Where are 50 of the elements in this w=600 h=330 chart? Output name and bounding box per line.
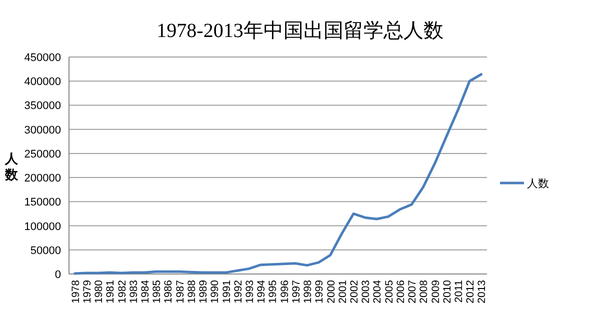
x-tick-label: 2007 xyxy=(406,280,419,304)
y-tick-label: 250000 xyxy=(24,148,61,160)
x-tick-label: 1988 xyxy=(186,280,198,304)
x-tick-label: 1992 xyxy=(232,280,244,304)
y-tick-label: 450000 xyxy=(24,52,61,64)
x-tick-label: 2000 xyxy=(325,280,338,304)
x-tick-label: 2009 xyxy=(430,280,442,304)
x-tick-label: 1987 xyxy=(174,280,186,304)
y-tick-label: 300000 xyxy=(24,124,61,136)
x-tick-label: 1980 xyxy=(93,280,106,304)
x-tick-label: 1979 xyxy=(81,280,94,304)
x-tick-label: 1986 xyxy=(162,280,175,304)
x-tick-label: 1994 xyxy=(256,280,268,304)
y-axis-title: 人数 xyxy=(4,151,19,182)
x-tick-label: 1998 xyxy=(302,280,314,304)
x-tick-label: 2004 xyxy=(372,280,384,304)
x-tick-label: 1981 xyxy=(104,280,117,304)
x-tick-label: 1989 xyxy=(198,280,210,304)
x-tick-label: 2006 xyxy=(394,280,407,304)
x-tick-label: 2002 xyxy=(348,280,360,304)
legend-label: 人数 xyxy=(527,178,549,190)
y-tick-label: 150000 xyxy=(24,196,61,209)
x-tick-label: 1985 xyxy=(151,280,164,304)
x-tick-label: 1978 xyxy=(70,280,82,304)
x-tick-label: 1990 xyxy=(209,280,222,304)
x-tick-label: 2005 xyxy=(383,280,396,304)
x-tick-label: 2003 xyxy=(360,280,372,304)
x-tick-label: 2001 xyxy=(336,280,349,304)
y-tick-label: 50000 xyxy=(30,244,61,257)
x-tick-label: 1997 xyxy=(290,280,302,304)
x-tick-label: 2012 xyxy=(464,280,477,304)
x-tick-label: 1991 xyxy=(220,280,233,304)
x-tick-label: 1984 xyxy=(139,280,152,304)
y-tick-label: 100000 xyxy=(24,220,61,233)
x-tick-label: 1993 xyxy=(244,280,256,304)
x-tick-label: 1995 xyxy=(267,280,280,304)
x-tick-label: 2011 xyxy=(452,280,465,303)
x-tick-label: 1996 xyxy=(278,280,291,304)
x-tick-label: 1983 xyxy=(128,280,140,304)
x-tick-label: 2008 xyxy=(418,280,430,304)
y-tick-label: 0 xyxy=(54,269,61,281)
chart-title: 1978-2013年中国出国留学总人数 xyxy=(156,20,444,42)
x-tick-label: 2013 xyxy=(476,280,488,304)
y-tick-label: 350000 xyxy=(24,100,61,112)
line-series xyxy=(74,73,482,275)
x-tick-label: 1999 xyxy=(314,280,326,304)
x-tick-label: 1982 xyxy=(116,280,128,304)
y-tick-label: 400000 xyxy=(24,76,61,88)
y-tick-label: 200000 xyxy=(24,172,61,185)
x-tick-label: 2010 xyxy=(441,280,454,304)
